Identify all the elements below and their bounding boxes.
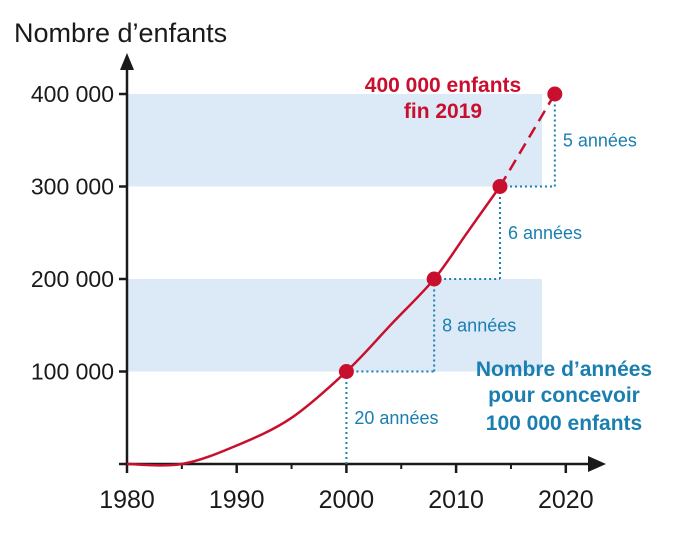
y-tick-label-1: 200 000 <box>31 266 114 292</box>
annotation-red-line-2: fin 2019 <box>404 100 482 123</box>
band-0 <box>127 279 542 372</box>
y-axis-title: Nombre d’enfants <box>14 18 227 48</box>
step-label-2: 6 années <box>508 223 582 243</box>
step-label-1: 8 années <box>442 315 516 335</box>
y-tick-label-3: 400 000 <box>31 81 114 107</box>
milestone-point-1 <box>426 271 442 287</box>
x-tick-label-1: 1990 <box>209 486 265 514</box>
x-axis-arrow <box>588 456 606 472</box>
x-tick-label-0: 1980 <box>99 486 155 514</box>
annotation-blue-line-3: 100 000 enfants <box>486 412 642 435</box>
points-layer <box>338 86 563 379</box>
band-1 <box>127 94 542 187</box>
annotation-blue-line-1: Nombre d’années <box>476 358 652 381</box>
bands-layer <box>127 94 542 372</box>
annotation-red-line-1: 400 000 enfants <box>365 74 521 97</box>
annotation-blue-line-2: pour concevoir <box>488 384 640 407</box>
y-axis-arrow <box>120 53 134 70</box>
step-label-3: 5 années <box>563 130 637 150</box>
y-tick-label-2: 300 000 <box>31 174 114 200</box>
labels-layer: Nombre d’enfants 400 000 enfants fin 201… <box>14 18 652 435</box>
milestone-point-3 <box>547 86 563 102</box>
milestone-point-2 <box>492 179 508 194</box>
x-tick-label-2: 2000 <box>319 486 375 514</box>
x-tick-label-3: 2010 <box>428 486 484 514</box>
axes-layer: 100 000 200 000 300 000 400 000 1980 1990 2000… <box>31 53 606 514</box>
milestone-point-0 <box>338 364 354 379</box>
step-label-0: 20 années <box>354 408 438 428</box>
steps-layer: 20 années 8 années 6 années 5 années <box>345 94 637 464</box>
y-tick-label-0: 100 000 <box>31 359 114 385</box>
series-line-projected <box>498 93 556 188</box>
x-tick-label-4: 2020 <box>538 486 594 514</box>
